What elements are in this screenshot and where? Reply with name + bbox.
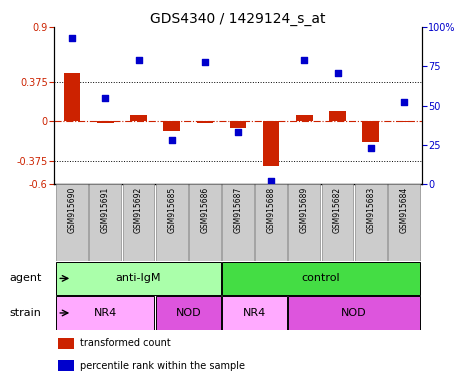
Text: GSM915692: GSM915692: [134, 187, 143, 233]
Bar: [222, 184, 254, 261]
Text: strain: strain: [9, 308, 41, 318]
Bar: [329, 111, 346, 121]
Point: [400, 99, 408, 106]
Bar: [230, 121, 246, 127]
Bar: [156, 296, 221, 329]
Bar: [163, 121, 180, 131]
Bar: [388, 184, 420, 261]
Text: anti-IgM: anti-IgM: [116, 273, 161, 283]
Bar: [222, 296, 287, 329]
Bar: [288, 184, 320, 261]
Text: agent: agent: [9, 273, 42, 283]
Bar: [130, 115, 147, 121]
Point: [367, 145, 374, 151]
Text: transformed count: transformed count: [80, 338, 170, 348]
Bar: [156, 184, 188, 261]
Bar: [222, 262, 420, 295]
Bar: [58, 360, 74, 371]
Text: GSM915691: GSM915691: [101, 187, 110, 233]
Bar: [56, 262, 221, 295]
Title: GDS4340 / 1429124_s_at: GDS4340 / 1429124_s_at: [150, 12, 326, 26]
Point: [201, 58, 209, 65]
Point: [334, 70, 341, 76]
Bar: [255, 184, 287, 261]
Text: GSM915689: GSM915689: [300, 187, 309, 233]
Bar: [322, 184, 354, 261]
Point: [301, 57, 308, 63]
Text: percentile rank within the sample: percentile rank within the sample: [80, 361, 245, 371]
Text: GSM915690: GSM915690: [68, 187, 76, 233]
Bar: [189, 184, 221, 261]
Bar: [56, 184, 88, 261]
Bar: [263, 121, 280, 167]
Point: [102, 95, 109, 101]
Point: [168, 137, 175, 143]
Bar: [355, 184, 386, 261]
Point: [68, 35, 76, 41]
Text: GSM915683: GSM915683: [366, 187, 375, 233]
Bar: [64, 73, 81, 121]
Bar: [363, 121, 379, 142]
Bar: [197, 121, 213, 123]
Bar: [58, 338, 74, 349]
Text: GSM915688: GSM915688: [267, 187, 276, 233]
Bar: [56, 296, 154, 329]
Bar: [296, 115, 313, 121]
Text: NOD: NOD: [175, 308, 201, 318]
Text: NR4: NR4: [243, 308, 266, 318]
Text: GSM915682: GSM915682: [333, 187, 342, 233]
Text: GSM915686: GSM915686: [200, 187, 209, 233]
Point: [267, 178, 275, 184]
Text: GSM915684: GSM915684: [400, 187, 408, 233]
Bar: [90, 184, 121, 261]
Text: NR4: NR4: [94, 308, 117, 318]
Text: NOD: NOD: [341, 308, 367, 318]
Bar: [97, 121, 113, 123]
Bar: [122, 184, 154, 261]
Text: GSM915685: GSM915685: [167, 187, 176, 233]
Text: control: control: [302, 273, 340, 283]
Point: [234, 129, 242, 136]
Point: [135, 57, 142, 63]
Bar: [395, 121, 412, 122]
Bar: [288, 296, 420, 329]
Text: GSM915687: GSM915687: [234, 187, 242, 233]
